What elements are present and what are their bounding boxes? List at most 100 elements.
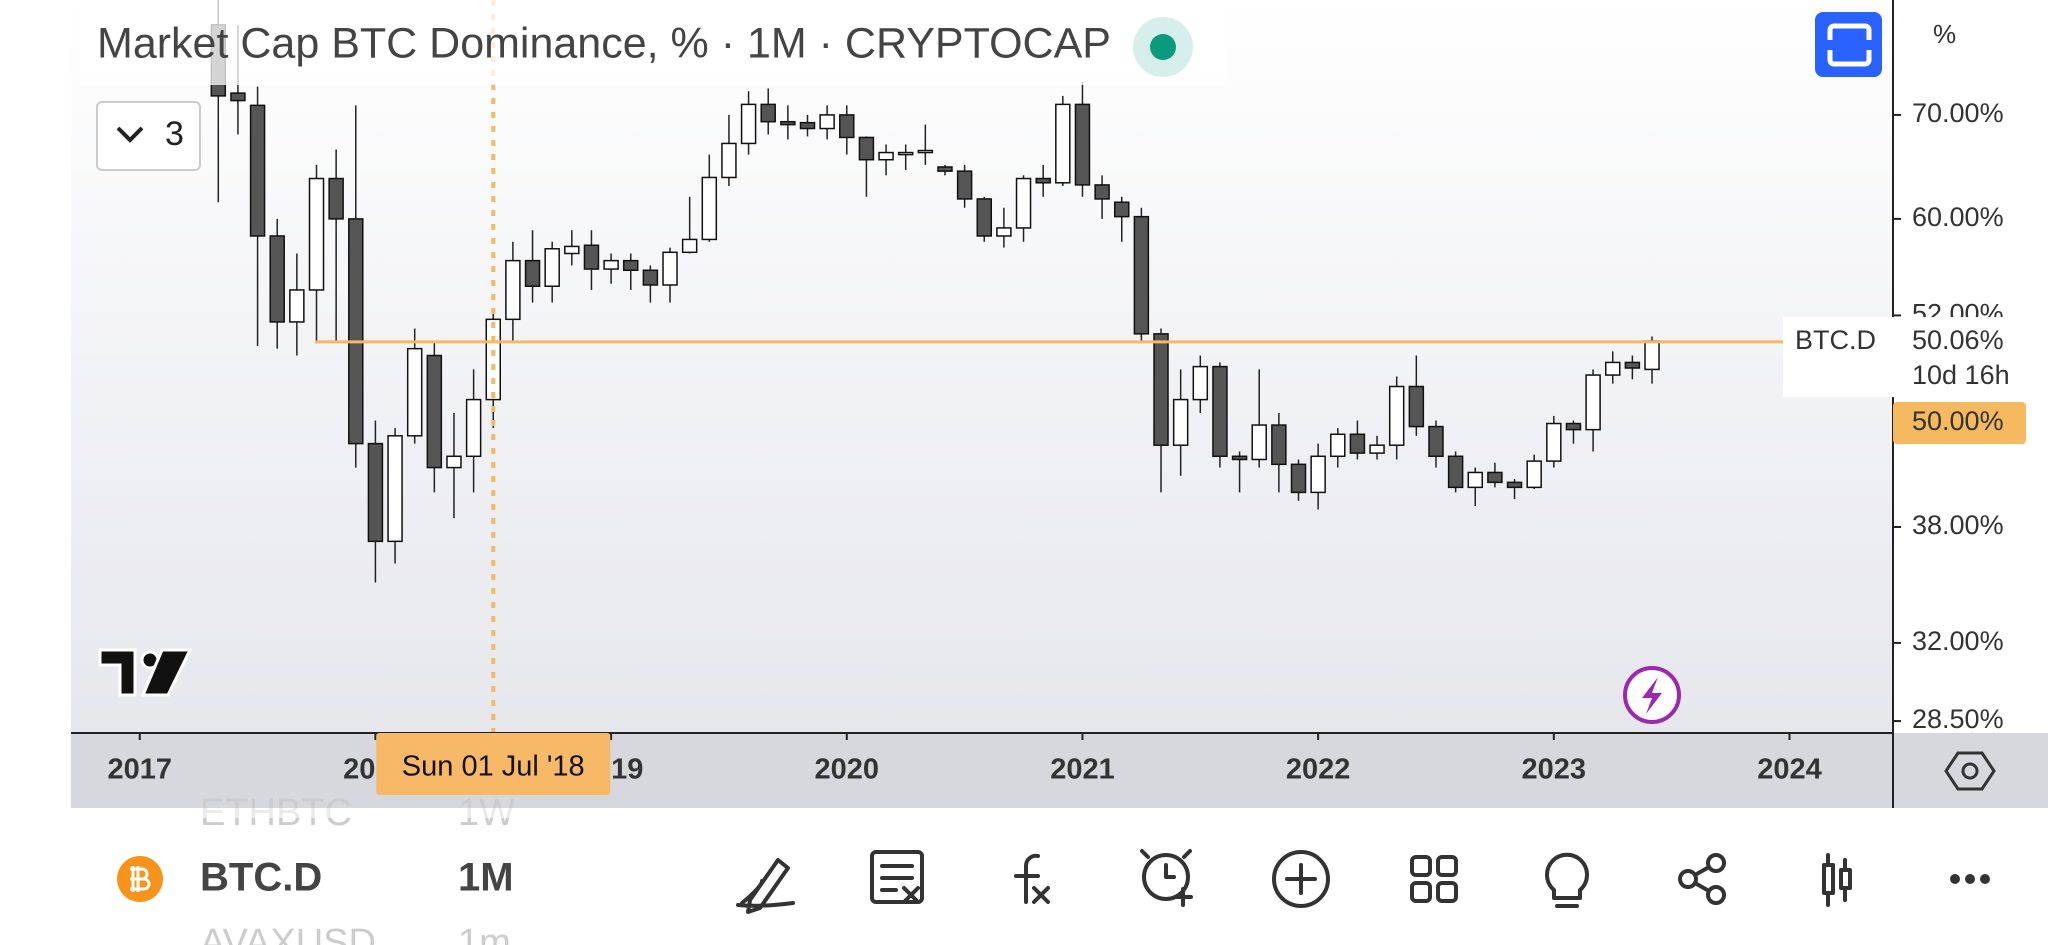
candle-body — [1487, 471, 1503, 484]
candle-body — [917, 149, 934, 154]
candle-body — [1428, 425, 1444, 458]
candle-body — [780, 120, 796, 126]
horizontal-line-label: 50.00% — [1912, 406, 2004, 436]
candle-body — [897, 151, 914, 156]
x-tick-label: 2021 — [1050, 754, 1115, 786]
y-tick-label: 60.00% — [1912, 202, 2004, 232]
candle-body — [1074, 103, 1091, 186]
bitcoin-glyph — [130, 866, 151, 892]
candle-body — [1172, 398, 1189, 446]
horizontal-line-label-box — [1893, 402, 2026, 444]
candle-body — [1035, 177, 1051, 184]
candle-body — [701, 176, 718, 241]
candle-body — [839, 114, 855, 139]
toolbar-symbol[interactable]: BTC.D — [200, 856, 322, 900]
y-tick-label: 32.00% — [1912, 626, 2004, 656]
x-tick-label: 2020 — [815, 754, 880, 786]
margin — [0, 733, 71, 808]
candle-body — [819, 114, 835, 130]
candle-body — [387, 435, 403, 543]
draw-tool[interactable] — [736, 858, 795, 914]
indicator-tool[interactable] — [1014, 853, 1050, 904]
candle-body — [524, 259, 541, 287]
indicators-count: 3 — [165, 115, 184, 153]
plot — [210, 0, 1783, 733]
candle-body — [1369, 444, 1385, 454]
candle-body — [1153, 333, 1169, 446]
candle-body — [662, 251, 678, 286]
candle-body — [1604, 361, 1621, 376]
candle-body — [1388, 385, 1405, 446]
fullscreen-button[interactable] — [1815, 12, 1882, 77]
candle-body — [406, 347, 423, 437]
candle-body — [622, 259, 639, 272]
y-tick-label: 38.00% — [1912, 510, 2004, 540]
candle-body — [799, 121, 816, 130]
candle-body — [367, 442, 384, 543]
candle-body — [681, 238, 698, 254]
candle-body — [269, 235, 285, 323]
y-unit: % — [1933, 19, 1956, 49]
crosshair-label: Sun 01 Jul '18 — [402, 751, 585, 783]
candle-body — [1585, 374, 1601, 431]
candle-body — [1290, 463, 1307, 494]
candle-body — [1526, 460, 1542, 489]
ideas-tool[interactable] — [1545, 852, 1589, 908]
candle-body — [289, 289, 305, 323]
candle-body — [249, 104, 266, 237]
tradingview-logo — [98, 648, 193, 697]
settings-button[interactable] — [1944, 751, 1996, 791]
fade — [0, 808, 2048, 818]
candle-body — [956, 170, 973, 200]
candle-body — [1565, 422, 1582, 431]
lightning-button[interactable] — [1623, 666, 1681, 724]
alert-tool[interactable] — [1140, 849, 1193, 907]
candle-body — [760, 103, 776, 123]
more-menu[interactable] — [1950, 874, 1990, 884]
x-tick-label: 2023 — [1522, 754, 1587, 786]
candle-body — [308, 177, 325, 291]
candle-body — [230, 92, 246, 102]
candle-body — [485, 318, 502, 401]
y-tick-label: 70.00% — [1912, 98, 2004, 128]
candle-body — [1644, 340, 1660, 371]
candle-body — [937, 166, 953, 172]
candle-body — [1251, 424, 1267, 461]
x-tick-label: 2017 — [107, 754, 172, 786]
chart-type-tool[interactable] — [1822, 853, 1852, 907]
indicators-toggle[interactable]: 3 — [96, 101, 201, 171]
candle-body — [721, 142, 737, 179]
candle-body — [1624, 361, 1641, 369]
candle-body — [1055, 103, 1071, 184]
candle-body — [740, 103, 757, 145]
share-tool[interactable] — [1678, 853, 1726, 905]
watchlist-symbol[interactable]: AVAXUSD — [200, 922, 376, 945]
candle-body — [1094, 184, 1110, 200]
candle-body — [1408, 385, 1425, 428]
candle-body — [976, 198, 993, 237]
candle-body — [642, 269, 659, 286]
y-tick-label: 28.50% — [1912, 704, 2004, 734]
chart-background — [71, 0, 1893, 733]
last-value-label: 50.06% — [1912, 325, 2004, 355]
add-tool[interactable] — [1272, 850, 1330, 908]
crosshair-label-box — [376, 733, 611, 795]
candle-body — [1133, 215, 1150, 335]
candle-body — [1447, 455, 1464, 489]
candle-body — [583, 244, 600, 270]
chart-title: Market Cap BTC Dominance, % · 1M · CRYPT… — [97, 19, 1111, 67]
toolbar-interval[interactable]: 1M — [458, 856, 514, 900]
candle-body — [1231, 455, 1248, 461]
candle-body — [1310, 455, 1326, 494]
notes-tool[interactable] — [870, 850, 924, 904]
status-dot — [1150, 34, 1176, 60]
candle-body — [1113, 201, 1130, 218]
candle-body — [465, 398, 482, 458]
candle-body — [858, 136, 875, 161]
layouts-tool[interactable] — [1410, 855, 1458, 903]
axes: 28.50%32.00%38.00%52.00%60.00%70.00%2017… — [107, 98, 2041, 795]
candle-body — [446, 455, 462, 469]
candle-body — [1271, 424, 1287, 466]
candle-body — [1506, 481, 1523, 489]
